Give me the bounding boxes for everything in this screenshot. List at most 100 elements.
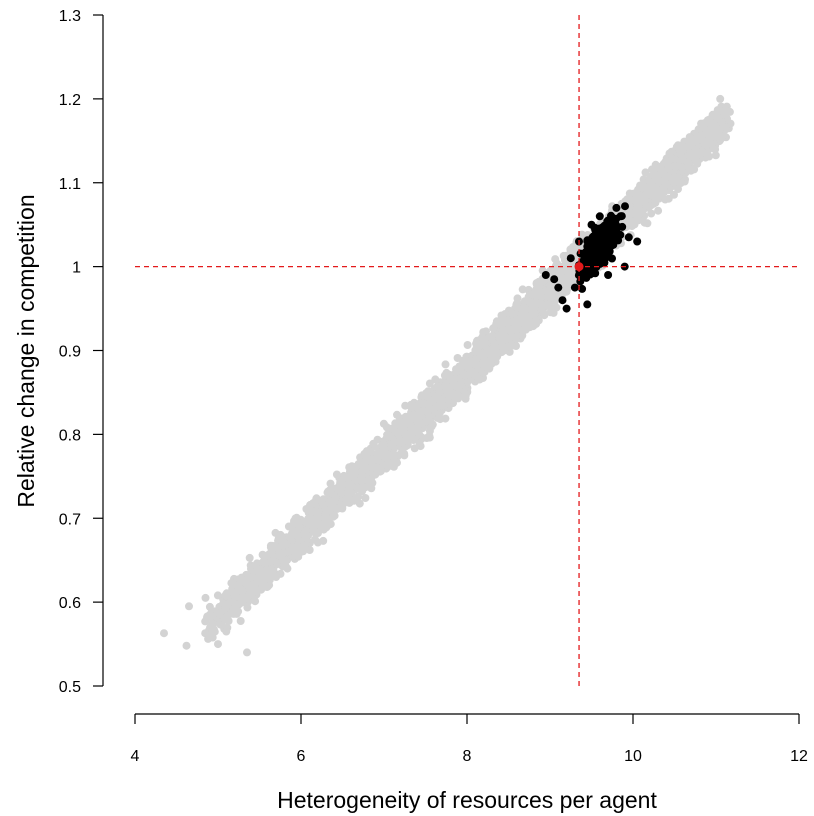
grey-point: [368, 478, 377, 487]
grey-point: [695, 132, 704, 141]
grey-point: [221, 603, 230, 612]
grey-point: [672, 177, 681, 186]
grey-point: [487, 350, 496, 359]
grey-point: [707, 139, 716, 148]
grey-point: [227, 579, 236, 588]
grey-point: [201, 617, 210, 626]
grey-point: [242, 576, 251, 585]
grey-point: [670, 190, 678, 199]
grey-point: [540, 311, 549, 320]
grey-point: [512, 316, 520, 325]
grey-point: [259, 577, 268, 586]
black-point: [588, 239, 597, 248]
black-point: [583, 300, 592, 309]
grey-point: [337, 476, 346, 485]
grey-point: [478, 333, 487, 342]
black-point: [558, 296, 567, 305]
grey-point: [272, 573, 281, 581]
x-axis-title: Heterogeneity of resources per agent: [277, 787, 657, 813]
grey-point: [537, 300, 546, 309]
grey-point: [297, 543, 305, 552]
grey-point: [379, 419, 388, 428]
grey-point: [294, 520, 303, 529]
grey-point: [401, 412, 410, 421]
grey-points: [160, 94, 735, 657]
grey-point: [302, 531, 311, 540]
grey-point: [435, 382, 444, 391]
grey-point: [393, 410, 401, 419]
grey-point: [400, 449, 409, 458]
grey-point: [441, 381, 450, 389]
grey-point: [243, 648, 251, 657]
grey-point: [712, 111, 720, 120]
grey-point: [267, 545, 276, 554]
grey-point: [361, 483, 370, 492]
grey-point: [347, 462, 356, 471]
grey-point: [410, 444, 419, 453]
grey-point: [685, 143, 694, 152]
grey-point: [497, 330, 505, 339]
grey-point: [438, 401, 447, 409]
black-point: [554, 283, 563, 292]
grey-point: [224, 617, 233, 625]
grey-point: [284, 547, 293, 556]
x-tick-label: 12: [790, 748, 808, 765]
grey-point: [309, 522, 318, 531]
grey-point: [547, 290, 556, 299]
grey-point: [205, 631, 214, 640]
grey-point: [222, 591, 231, 600]
black-point: [541, 271, 550, 279]
black-point: [616, 212, 625, 221]
y-tick-label: 0.5: [59, 679, 81, 696]
grey-point: [489, 324, 498, 333]
x-tick-label: 8: [463, 748, 472, 765]
grey-point: [425, 431, 434, 440]
grey-point: [706, 127, 715, 135]
grey-point: [518, 285, 527, 294]
grey-point: [243, 603, 252, 612]
grey-point: [311, 507, 319, 516]
grey-point: [654, 206, 663, 215]
grey-point: [409, 427, 418, 436]
grey-point: [345, 480, 354, 489]
grey-point: [643, 219, 652, 228]
grey-point: [406, 420, 415, 429]
black-point: [612, 227, 621, 236]
grey-point: [371, 463, 380, 472]
grey-point: [332, 470, 341, 479]
grey-point: [390, 437, 399, 446]
grey-point: [716, 94, 725, 103]
grey-point: [492, 317, 501, 326]
grey-point: [317, 497, 326, 506]
grey-point: [265, 568, 274, 577]
grey-point: [245, 553, 254, 562]
black-point: [618, 222, 627, 231]
grey-point: [201, 593, 210, 602]
black-point: [594, 225, 603, 234]
grey-point: [323, 517, 332, 526]
grey-point: [559, 251, 568, 260]
grey-point: [678, 163, 687, 172]
grey-point: [578, 230, 586, 239]
grey-point: [393, 428, 402, 437]
grey-point: [208, 619, 217, 628]
grey-point: [257, 585, 266, 594]
grey-point: [160, 629, 168, 638]
grey-point: [521, 305, 530, 314]
grey-point: [332, 496, 341, 505]
black-point: [604, 216, 613, 225]
grey-point: [670, 162, 679, 170]
grey-point: [553, 259, 561, 268]
grey-point: [512, 300, 521, 309]
grey-point: [675, 145, 684, 154]
grey-point: [490, 340, 499, 349]
grey-point: [369, 455, 378, 464]
black-point: [612, 203, 621, 212]
grey-point: [415, 438, 424, 447]
grey-point: [383, 462, 392, 471]
grey-point: [633, 215, 641, 224]
grey-point: [685, 133, 694, 142]
grey-point: [277, 552, 286, 561]
grey-point: [503, 318, 511, 327]
